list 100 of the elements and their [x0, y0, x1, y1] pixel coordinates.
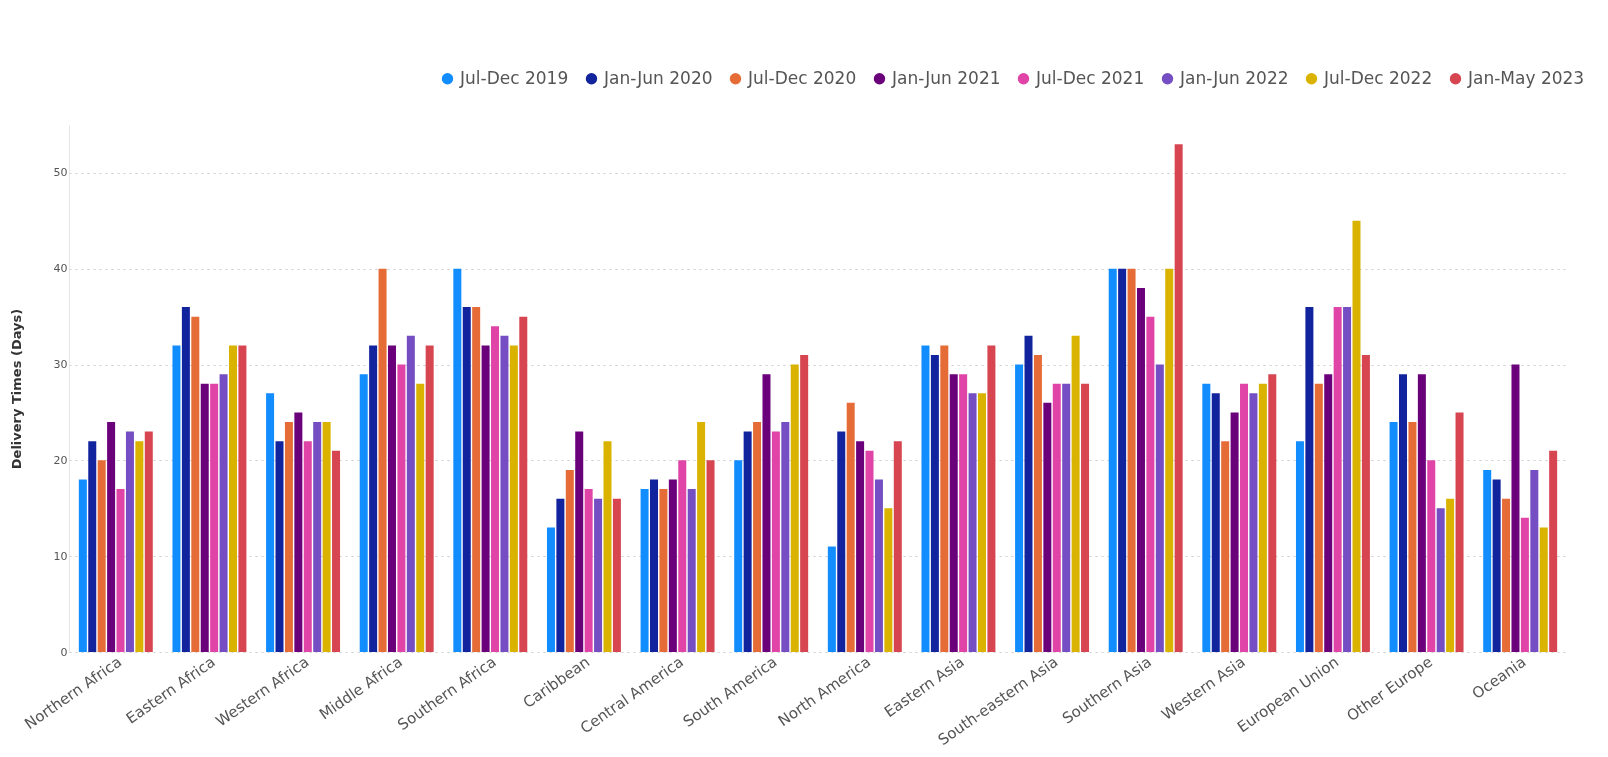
bar	[781, 422, 790, 652]
bar	[893, 441, 902, 652]
bar	[1146, 316, 1155, 652]
bar	[1427, 460, 1436, 652]
bar	[753, 422, 762, 652]
bar	[650, 479, 659, 652]
legend-label: Jan-Jun 2021	[891, 67, 1001, 88]
bar	[594, 498, 603, 652]
bar	[228, 345, 237, 652]
bar	[1530, 469, 1539, 652]
bar	[397, 364, 406, 652]
bar	[706, 460, 715, 652]
bar	[856, 441, 865, 652]
bar	[144, 431, 153, 652]
bar	[266, 393, 275, 652]
bar	[481, 345, 490, 652]
bar	[1165, 268, 1174, 652]
legend-label: Jul-Dec 2021	[1035, 67, 1145, 88]
bar	[1520, 517, 1529, 652]
bar	[1024, 335, 1033, 652]
legend-label: Jan-May 2023	[1467, 67, 1585, 88]
bar	[191, 316, 200, 652]
bar	[678, 460, 687, 652]
bar	[790, 364, 799, 652]
bar	[1539, 527, 1548, 652]
bar	[1361, 354, 1370, 652]
bar	[135, 441, 144, 652]
bar	[1174, 144, 1183, 652]
bar	[1155, 364, 1164, 652]
bar	[1352, 220, 1361, 652]
bar	[519, 316, 528, 652]
bar	[1314, 383, 1323, 652]
bar	[453, 268, 462, 652]
bar	[97, 460, 106, 652]
bar	[1033, 354, 1042, 652]
bar	[303, 441, 312, 652]
bar	[603, 441, 612, 652]
y-tick-label: 10	[53, 549, 68, 563]
bar	[406, 335, 415, 652]
bar	[771, 431, 780, 652]
bar	[284, 422, 293, 652]
bar	[200, 383, 209, 652]
bar	[1043, 402, 1052, 652]
bar	[181, 307, 190, 652]
bar	[1389, 422, 1398, 652]
bar	[1268, 374, 1277, 652]
bar	[1333, 307, 1342, 652]
bar	[416, 383, 425, 652]
bar	[1502, 498, 1511, 652]
bar	[640, 489, 649, 652]
bar	[697, 422, 706, 652]
bar	[1202, 383, 1211, 652]
bar	[612, 498, 621, 652]
bar	[125, 431, 134, 652]
bar	[1211, 393, 1220, 652]
bar	[322, 422, 331, 652]
bar	[1436, 508, 1445, 652]
bar	[734, 460, 743, 652]
bar	[500, 335, 509, 652]
bar	[930, 354, 939, 652]
bar	[1417, 374, 1426, 652]
bar	[687, 489, 696, 652]
y-tick-label: 50	[53, 166, 68, 180]
bar	[1221, 441, 1230, 652]
y-tick-label: 40	[53, 262, 68, 276]
legend-label: Jul-Dec 2019	[459, 67, 569, 88]
bar	[425, 345, 434, 652]
bar	[369, 345, 378, 652]
y-tick-label: 30	[53, 358, 68, 372]
bar	[575, 431, 584, 652]
bar	[1108, 268, 1117, 652]
bar	[472, 307, 481, 652]
bar	[1118, 268, 1127, 652]
bar	[987, 345, 996, 652]
bar	[491, 326, 500, 652]
y-axis-title: Delivery Times (Days)	[8, 308, 24, 470]
bar	[294, 412, 303, 652]
bar	[1408, 422, 1417, 652]
bar	[1052, 383, 1061, 652]
bar	[1455, 412, 1464, 652]
bar	[238, 345, 247, 652]
bar	[565, 469, 574, 652]
bar	[1081, 383, 1090, 652]
bar	[210, 383, 219, 652]
bar	[509, 345, 518, 652]
bar	[837, 431, 846, 652]
bar	[332, 450, 341, 652]
bar	[107, 422, 116, 652]
bar	[1240, 383, 1249, 652]
bar	[1324, 374, 1333, 652]
bar	[1343, 307, 1352, 652]
bar	[1305, 307, 1314, 652]
bar	[1483, 469, 1492, 652]
bar	[1071, 335, 1080, 652]
bar	[556, 498, 565, 652]
bar	[1062, 383, 1071, 652]
bar	[88, 441, 97, 652]
bar	[1258, 383, 1267, 652]
bar	[959, 374, 968, 652]
bar	[977, 393, 986, 652]
